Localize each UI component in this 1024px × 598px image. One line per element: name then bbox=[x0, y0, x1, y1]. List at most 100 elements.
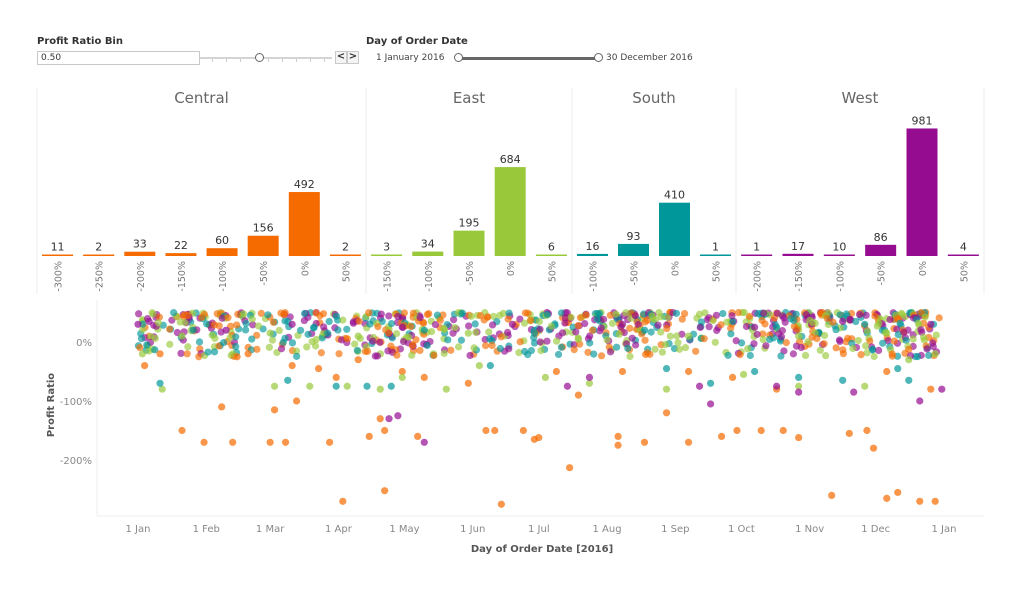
bar bbox=[741, 254, 773, 256]
profit-ratio-bin-slider[interactable] bbox=[200, 57, 332, 59]
scatter-point bbox=[483, 313, 492, 321]
scatter-point bbox=[923, 345, 931, 353]
scatter-point bbox=[751, 367, 759, 376]
scatter-point bbox=[257, 309, 265, 317]
scatter-point bbox=[392, 329, 401, 338]
scatter-point bbox=[442, 385, 450, 393]
scatter-point bbox=[866, 337, 874, 345]
scatter-point bbox=[377, 310, 385, 318]
scatter-point bbox=[306, 382, 314, 390]
bar bbox=[83, 254, 115, 256]
scatter-point bbox=[863, 426, 871, 435]
bar bbox=[124, 251, 156, 256]
scatter-point bbox=[154, 319, 162, 327]
scatter-point bbox=[279, 338, 287, 346]
date-range-slider[interactable] bbox=[459, 57, 598, 60]
scatter-point bbox=[536, 338, 544, 346]
scatter-point bbox=[465, 322, 473, 330]
scatter-point bbox=[828, 491, 836, 499]
scatter-point bbox=[488, 341, 496, 349]
scatter-point bbox=[471, 320, 479, 328]
scatter-point bbox=[672, 309, 681, 317]
scatter-point bbox=[234, 310, 242, 318]
bar-value-label: 3 bbox=[383, 241, 390, 254]
scatter-point bbox=[431, 321, 440, 329]
range-start-handle[interactable] bbox=[454, 53, 463, 62]
scatter-point bbox=[626, 324, 634, 332]
scatter-point bbox=[795, 388, 803, 396]
y-tick-label: -100% bbox=[60, 397, 92, 408]
scatter-point bbox=[547, 322, 555, 330]
bar-value-label: 34 bbox=[421, 238, 435, 251]
scatter-point bbox=[447, 346, 455, 354]
scatter-point bbox=[457, 336, 466, 344]
bar bbox=[288, 192, 320, 256]
scatter-point bbox=[232, 343, 240, 351]
scatter-point bbox=[681, 343, 690, 352]
scatter-point bbox=[792, 310, 800, 318]
scatter-point bbox=[158, 385, 166, 393]
scatter-point bbox=[870, 352, 878, 361]
bin-tick-label: -50% bbox=[877, 261, 888, 286]
scatter-point bbox=[599, 315, 608, 323]
scatter-point bbox=[839, 376, 847, 384]
scatter-point bbox=[229, 438, 237, 446]
scatter-point bbox=[777, 333, 786, 341]
scatter-point bbox=[381, 426, 389, 435]
scatter-point bbox=[886, 315, 894, 324]
range-end-handle[interactable] bbox=[594, 53, 603, 62]
x-tick-label: 1 Sep bbox=[661, 524, 689, 535]
scatter-point bbox=[183, 311, 192, 320]
scatter-point bbox=[900, 328, 908, 336]
scatter-point bbox=[584, 348, 592, 356]
bin-tick-label: 50% bbox=[547, 261, 558, 282]
scatter-point bbox=[466, 351, 474, 360]
region-panel-south: South 16 -100% 93 -50% 410 0% 1 50% bbox=[571, 88, 731, 294]
scatter-point bbox=[300, 316, 308, 325]
scatter-point bbox=[349, 319, 358, 327]
scatter-point bbox=[244, 350, 252, 358]
scatter-point bbox=[567, 313, 575, 321]
series-central bbox=[141, 350, 939, 508]
scatter-point bbox=[622, 309, 630, 317]
region-panel-west: West 1 -200% 17 -150% 10 -100% 86 -50% 981 0% 4 50% bbox=[735, 88, 985, 294]
scatter-point bbox=[503, 328, 512, 337]
scatter-point bbox=[902, 336, 910, 344]
scatter-point bbox=[270, 382, 279, 390]
scatter-point bbox=[496, 344, 504, 353]
scatter-point bbox=[734, 309, 743, 317]
scatter-point bbox=[339, 316, 347, 324]
bar bbox=[700, 254, 731, 256]
scatter-point bbox=[883, 494, 891, 502]
scatter-point bbox=[365, 432, 373, 440]
scatter-point bbox=[664, 313, 672, 321]
scatter-point bbox=[136, 343, 144, 352]
scatter-point bbox=[909, 335, 917, 343]
scatter-point bbox=[883, 329, 891, 337]
profit-ratio-bin-input[interactable]: 0.50 bbox=[37, 51, 200, 65]
scatter-point bbox=[612, 310, 620, 318]
scatter-point bbox=[505, 345, 513, 353]
scatter-point bbox=[570, 346, 578, 354]
scatter-point bbox=[488, 321, 497, 329]
scatter-point bbox=[563, 382, 572, 390]
bar bbox=[329, 254, 361, 256]
scatter-point bbox=[894, 331, 902, 339]
scatter-point bbox=[657, 313, 665, 321]
scatter-point bbox=[893, 325, 901, 333]
scatter-point bbox=[354, 332, 362, 340]
previous-value-button[interactable]: < bbox=[335, 51, 347, 64]
scatter-point bbox=[871, 312, 879, 320]
scatter-point bbox=[384, 329, 393, 337]
profit-ratio-bin-slider-thumb[interactable] bbox=[255, 53, 264, 62]
scatter-point bbox=[376, 385, 384, 393]
scatter-point bbox=[861, 382, 869, 390]
next-value-button[interactable]: > bbox=[347, 51, 359, 64]
scatter-point bbox=[398, 367, 406, 376]
scatter-point bbox=[269, 318, 278, 326]
scatter-point bbox=[862, 311, 870, 319]
scatter-point bbox=[398, 323, 406, 331]
bin-tick-label: -200% bbox=[753, 261, 764, 292]
scatter-point bbox=[692, 347, 700, 355]
scatter-point bbox=[832, 326, 840, 334]
